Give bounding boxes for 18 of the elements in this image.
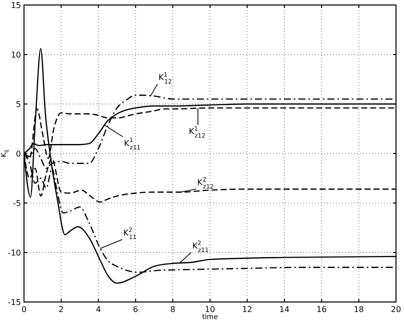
x-tick-label: 12: [242, 305, 252, 314]
x-tick-label: 8: [170, 305, 176, 314]
y-tick-label: 15: [10, 1, 21, 10]
x-tick-label: 16: [316, 305, 327, 314]
x-tick-label: 6: [133, 305, 138, 314]
x-tick-label: 2: [58, 305, 64, 314]
x-tick-label: 0: [21, 305, 27, 314]
x-tick-label: 4: [96, 305, 101, 314]
x-tick-label: 20: [390, 305, 402, 314]
x-tick-label: 18: [354, 305, 364, 314]
y-tick-label: -15: [8, 298, 21, 307]
y-tick-label: 5: [16, 100, 21, 109]
y-tick-label: -5: [13, 199, 21, 208]
y-tick-label: 0: [16, 150, 21, 158]
y-tick-label: 10: [10, 50, 21, 60]
x-tick-label: 14: [279, 305, 290, 314]
x-tick-label: 10: [204, 305, 216, 314]
y-tick-label: -10: [8, 248, 21, 258]
